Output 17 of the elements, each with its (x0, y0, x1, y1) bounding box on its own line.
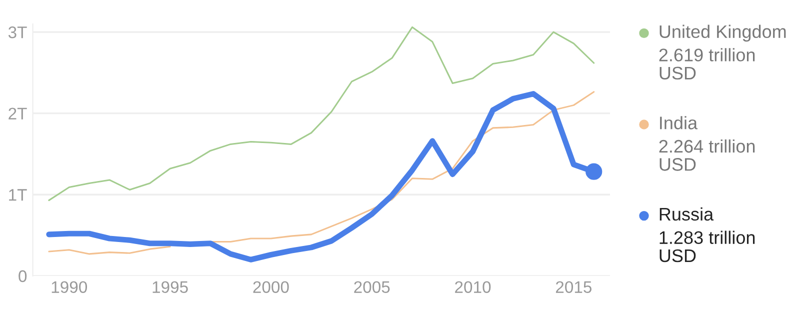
text: 2.264 trillion USD (659, 139, 755, 171)
x-tick-label: 2015 (556, 281, 592, 293)
y-tick-label: 1T (9, 189, 27, 201)
x-tick-label: 2000 (253, 281, 289, 293)
x-tick-label: 1990 (52, 281, 88, 293)
text: 1.283 trillion USD (660, 230, 755, 262)
legend-label: India (660, 116, 698, 130)
y-tick-label: 2T (8, 108, 27, 120)
y-tick-label: 3T (8, 26, 27, 38)
legend-label: Russia (660, 207, 714, 221)
y-tick-label: 0 (18, 270, 27, 282)
legend-label: United Kingdom (660, 24, 786, 42)
x-tick-label: 2005 (354, 281, 390, 293)
line-series (48, 26, 595, 202)
text: 2.619 trillion USD (659, 48, 755, 80)
x-tick-label: 1995 (152, 281, 188, 293)
x-tick-label: 2010 (455, 281, 491, 293)
